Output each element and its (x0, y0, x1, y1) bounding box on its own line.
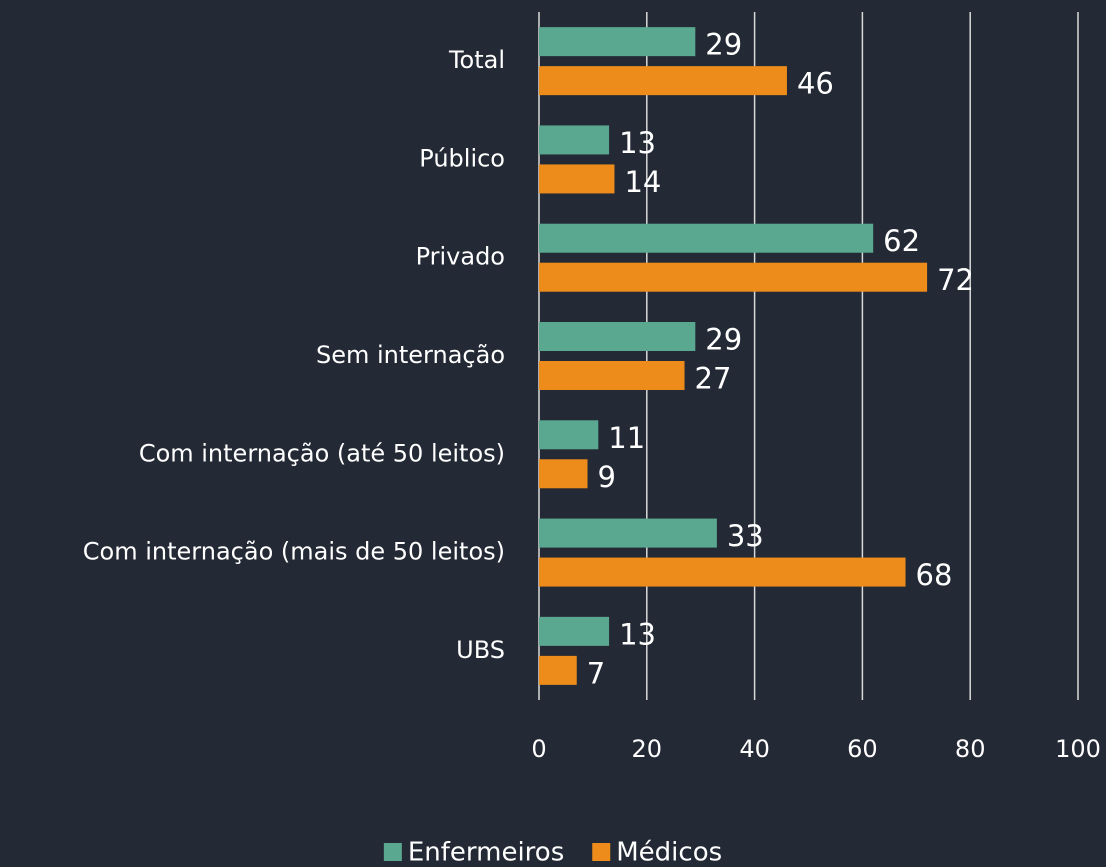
bar (539, 164, 615, 194)
value-label: 7 (587, 656, 605, 690)
bar (539, 518, 717, 548)
category-label: Privado (416, 243, 505, 271)
legend: Enfermeiros Médicos (383, 838, 722, 867)
value-label: 13 (619, 617, 656, 651)
bar (539, 66, 787, 96)
bar (539, 655, 577, 685)
value-label: 72 (937, 263, 974, 297)
category-label: Com internação (até 50 leitos) (139, 439, 505, 467)
bar (539, 557, 906, 587)
bar (539, 322, 696, 351)
value-label: 13 (619, 126, 656, 160)
value-label: 62 (883, 224, 920, 258)
bar (539, 616, 610, 646)
value-label: 68 (916, 558, 953, 592)
bar (539, 420, 599, 450)
value-label: 29 (705, 28, 742, 62)
bar (539, 125, 610, 155)
bar (539, 361, 685, 390)
value-label: 11 (608, 421, 645, 455)
x-tick-label: 20 (632, 735, 663, 763)
value-label: 29 (705, 323, 742, 357)
value-label: 33 (727, 519, 764, 553)
category-label: UBS (456, 636, 505, 664)
category-label: Sem internação (316, 341, 505, 369)
value-label: 27 (695, 362, 732, 396)
legend-label: Enfermeiros (408, 838, 564, 867)
category-label: Com internação (mais de 50 leitos) (83, 538, 505, 566)
x-tick-label: 60 (847, 735, 878, 763)
x-tick-label: 40 (739, 735, 770, 763)
legend-swatch (383, 843, 402, 861)
value-label: 46 (797, 67, 834, 101)
bar (539, 459, 588, 489)
category-label: Público (419, 144, 505, 172)
value-label: 9 (598, 460, 616, 494)
legend-label: Médicos (616, 838, 722, 867)
x-tick-label: 0 (531, 735, 546, 763)
x-tick-label: 80 (955, 735, 986, 763)
legend-swatch (592, 843, 611, 861)
bar (539, 223, 874, 253)
value-label: 14 (624, 165, 661, 199)
x-tick-label: 100 (1055, 735, 1101, 763)
bar (539, 27, 696, 57)
category-label: Total (448, 46, 505, 74)
bar (539, 262, 928, 292)
